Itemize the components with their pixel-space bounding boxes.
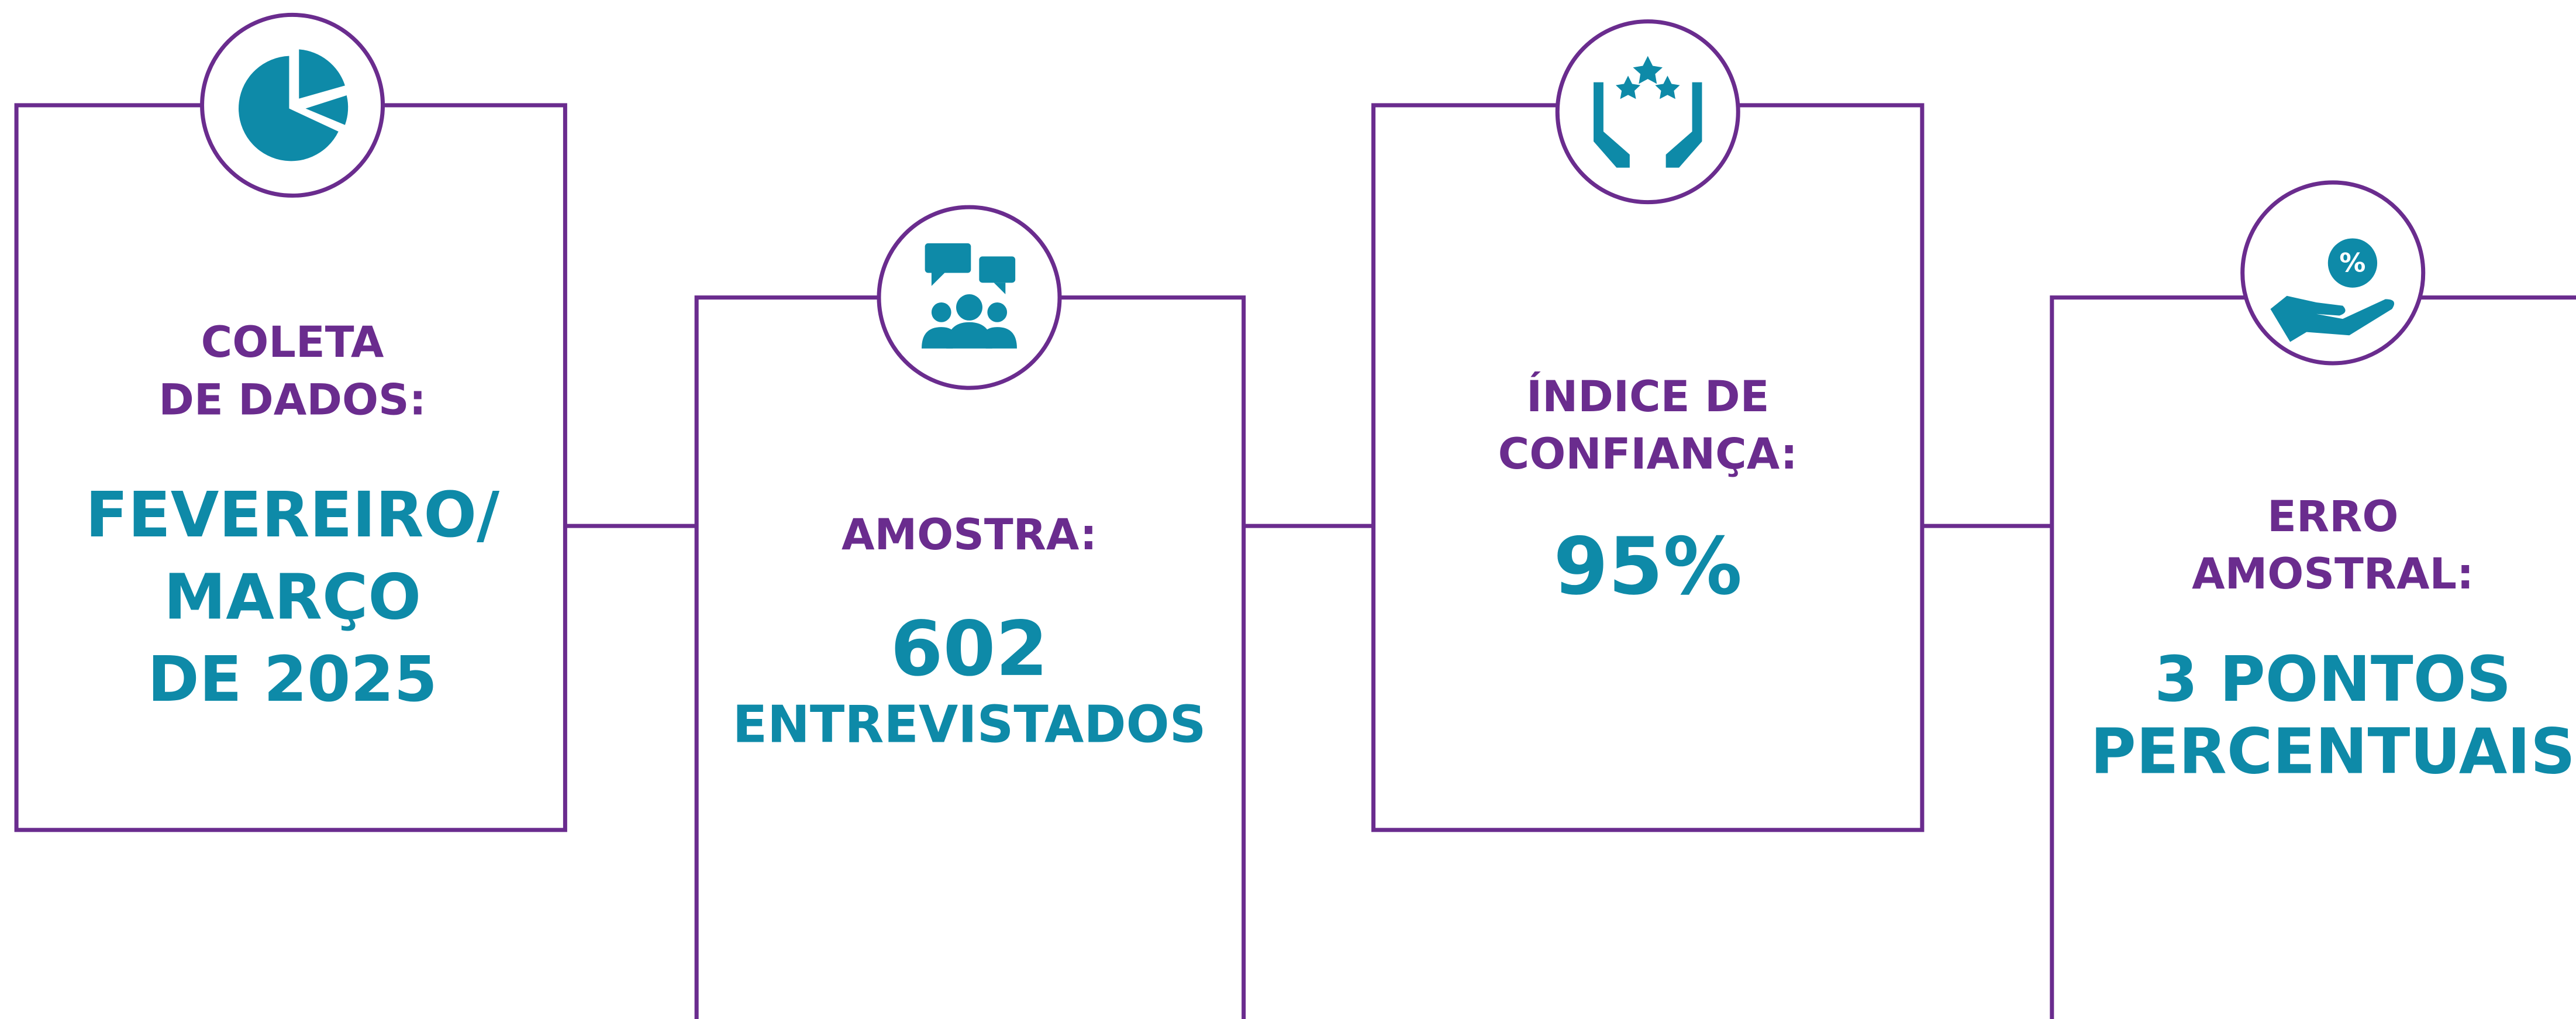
card-label: ÍNDICE DE (1526, 371, 1770, 422)
card-value: ENTREVISTADOS (733, 695, 1206, 755)
card: AMOSTRA: 602 ENTREVISTADOS (694, 205, 1246, 1019)
card-label: COLETA (201, 318, 384, 367)
card-label: CONFIANÇA: (1498, 429, 1798, 479)
card: % ERRO AMOSTRAL: 3 PONTOS PERCENTUAIS (2050, 180, 2576, 1019)
hand-percent-icon: % (2270, 238, 2395, 342)
people-icon (922, 243, 1017, 349)
card-value: MARÇO (164, 562, 421, 634)
card-value: 3 PONTOS (2154, 643, 2511, 716)
card-value: DE 2025 (147, 643, 437, 716)
card-value: PERCENTUAIS (2091, 716, 2575, 789)
card-label: AMOSTRAL: (2192, 549, 2474, 599)
card-value: 95% (1553, 521, 1742, 612)
hands-stars-icon (1594, 56, 1702, 168)
card-label: ERRO (2267, 492, 2398, 542)
card-value: 602 (891, 605, 1049, 693)
icon-glyph: % (2339, 247, 2365, 278)
card-label: AMOSTRA: (842, 510, 1097, 560)
card-frame (14, 103, 567, 832)
icon-ring (200, 12, 385, 198)
card: ÍNDICE DE CONFIANÇA: 95% (1371, 19, 1925, 832)
card-label: DE DADOS: (158, 375, 426, 425)
icon-ring (1555, 19, 1740, 205)
card: COLETA DE DADOS: FEVEREIRO/ MARÇO DE 202… (14, 12, 567, 832)
pie-icon (239, 49, 349, 161)
card-value: FEVEREIRO/ (85, 479, 499, 552)
